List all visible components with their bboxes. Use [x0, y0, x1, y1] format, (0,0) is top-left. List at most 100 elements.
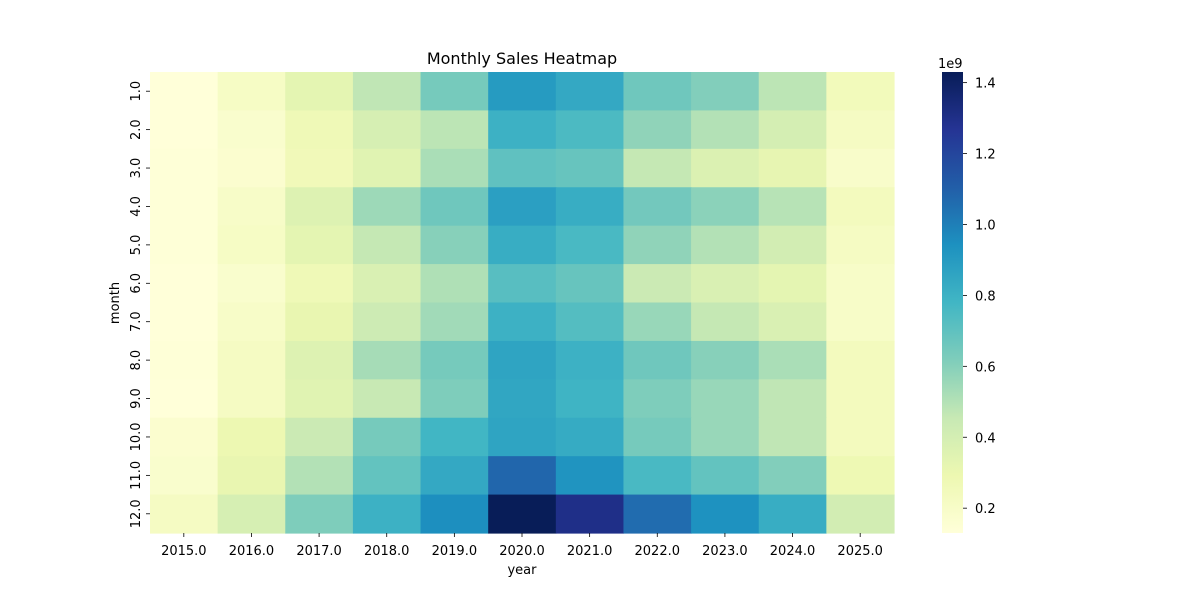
heatmap-cell — [555, 417, 625, 457]
y-tick-label: 6.0 — [129, 273, 144, 294]
heatmap-cell — [555, 302, 625, 342]
colorbar-tick-label: 0.4 — [975, 431, 996, 446]
heatmap-cell — [758, 264, 827, 304]
heatmap-cell — [555, 72, 625, 112]
heatmap-cell — [420, 417, 489, 457]
heatmap-cell — [352, 302, 422, 342]
heatmap-cell — [150, 72, 219, 112]
heatmap-cell — [623, 148, 692, 188]
heatmap-cell — [217, 456, 286, 496]
x-axis-label: year — [507, 563, 537, 578]
heatmap-cell — [826, 225, 895, 265]
colorbar — [942, 72, 963, 533]
y-tick-label: 1.0 — [129, 81, 144, 102]
heatmap-cell — [352, 494, 422, 534]
heatmap-cell — [555, 148, 625, 188]
heatmap-cells — [150, 72, 895, 534]
heatmap-cell — [758, 494, 827, 534]
heatmap-cell — [826, 417, 895, 457]
heatmap-cell — [217, 302, 286, 342]
y-tick-label: 7.0 — [129, 311, 144, 332]
heatmap-cell — [285, 456, 354, 496]
x-tick-label: 2021.0 — [567, 544, 613, 559]
x-tick-label: 2019.0 — [432, 544, 478, 559]
y-axis-label: month — [108, 282, 123, 324]
heatmap-cell — [826, 148, 895, 188]
heatmap-cell — [826, 340, 895, 380]
heatmap-cell — [420, 187, 489, 227]
x-tick-label: 2022.0 — [635, 544, 681, 559]
heatmap-cell — [691, 72, 760, 112]
heatmap-cell — [352, 148, 422, 188]
heatmap-cell — [150, 494, 219, 534]
x-tick-label: 2016.0 — [229, 544, 275, 559]
x-tick-label: 2023.0 — [702, 544, 748, 559]
heatmap-cell — [217, 225, 286, 265]
heatmap-cell — [217, 417, 286, 457]
heatmap-cell — [826, 264, 895, 304]
heatmap-cell — [623, 225, 692, 265]
colorbar-tick-label: 1.4 — [975, 77, 996, 92]
heatmap-cell — [285, 225, 354, 265]
y-tick-label: 8.0 — [129, 350, 144, 371]
heatmap-cell — [691, 302, 760, 342]
heatmap-cell — [691, 187, 760, 227]
x-tick-label: 2017.0 — [296, 544, 342, 559]
heatmap-cell — [150, 110, 219, 150]
heatmap-cell — [420, 110, 489, 150]
heatmap-cell — [488, 225, 557, 265]
heatmap-cell — [826, 110, 895, 150]
x-tick-label: 2020.0 — [499, 544, 545, 559]
heatmap-cell — [691, 225, 760, 265]
heatmap-cell — [758, 187, 827, 227]
heatmap-cell — [488, 264, 557, 304]
heatmap-cell — [623, 110, 692, 150]
heatmap-cell — [217, 340, 286, 380]
heatmap-cell — [150, 417, 219, 457]
heatmap-cell — [352, 110, 422, 150]
heatmap-cell — [826, 72, 895, 112]
heatmap-cell — [691, 417, 760, 457]
heatmap-cell — [150, 302, 219, 342]
heatmap-cell — [826, 302, 895, 342]
colorbar-ticks: 0.2 0.4 0.6 0.8 1.0 1.2 1.4 — [963, 77, 996, 517]
heatmap-cell — [150, 340, 219, 380]
heatmap-cell — [352, 456, 422, 496]
heatmap-cell — [488, 148, 557, 188]
heatmap-cell — [826, 494, 895, 534]
heatmap-cell — [285, 110, 354, 150]
heatmap-cell — [150, 225, 219, 265]
heatmap-cell — [420, 72, 489, 112]
heatmap-cell — [623, 417, 692, 457]
heatmap-cell — [352, 264, 422, 304]
colorbar-tick-label: 0.2 — [975, 502, 996, 517]
y-tick-label: 5.0 — [129, 235, 144, 256]
heatmap-cell — [555, 225, 625, 265]
heatmap-cell — [352, 187, 422, 227]
y-axis-ticks: 1.0 2.0 3.0 4.0 5.0 6.0 7.0 8.0 9.0 10.0 11.0 12.0 — [129, 81, 150, 528]
x-tick-label: 2025.0 — [837, 544, 883, 559]
heatmap-cell — [758, 456, 827, 496]
heatmap-cell — [488, 340, 557, 380]
y-tick-label: 10.0 — [129, 422, 144, 451]
heatmap-cell — [285, 340, 354, 380]
heatmap-cell — [758, 110, 827, 150]
chart-title: Monthly Sales Heatmap — [427, 49, 617, 68]
heatmap-cell — [217, 494, 286, 534]
heatmap-cell — [285, 187, 354, 227]
heatmap-cell — [420, 225, 489, 265]
heatmap-cell — [488, 110, 557, 150]
heatmap-cell — [623, 379, 692, 419]
heatmap-cell — [758, 340, 827, 380]
heatmap-cell — [488, 72, 557, 112]
heatmap-cell — [555, 110, 625, 150]
colorbar-multiplier: 1e9 — [938, 57, 963, 72]
heatmap-cell — [826, 379, 895, 419]
heatmap-cell — [691, 264, 760, 304]
heatmap-cell — [488, 379, 557, 419]
heatmap-cell — [420, 379, 489, 419]
y-tick-label: 11.0 — [129, 461, 144, 490]
heatmap-cell — [285, 72, 354, 112]
